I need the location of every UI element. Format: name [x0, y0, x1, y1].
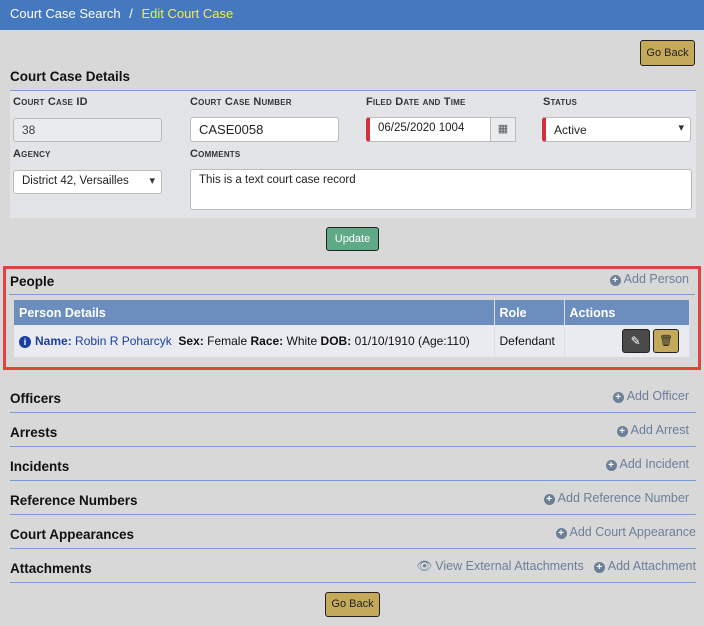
attachments-title: Attachments: [10, 561, 92, 576]
eye-icon: 👁: [416, 559, 433, 573]
column-role: Role: [494, 300, 565, 325]
add-arrests-link[interactable]: + Add Arrest: [616, 423, 689, 437]
divider: [10, 412, 696, 413]
add-arrests-label: Add Arrest: [630, 423, 689, 437]
table-header: Person Details Role Actions: [14, 300, 690, 325]
actions-cell: ✎ 🗑: [564, 325, 690, 357]
add-officers-label: Add Officer: [626, 389, 689, 403]
court-case-id-field: 38: [13, 118, 162, 142]
court-case-id-label: Court Case ID: [13, 96, 88, 108]
divider: [10, 446, 696, 447]
calendar-icon[interactable]: ▦: [490, 117, 516, 142]
plus-circle-icon: +: [593, 562, 605, 573]
column-person-details: Person Details: [14, 300, 495, 325]
comments-label: Comments: [190, 148, 241, 160]
chevron-down-icon: ▾: [678, 122, 684, 134]
add-court-appearances-label: Add Court Appearance: [569, 525, 696, 539]
status-value: Active: [554, 123, 587, 137]
court-case-number-field[interactable]: CASE0058: [190, 117, 339, 142]
breadcrumb-separator: /: [129, 6, 133, 21]
person-details-cell: i Name: Robin R Poharcyk Sex: Female Race…: [14, 325, 495, 357]
divider: [10, 548, 696, 549]
court-case-details-title: Court Case Details: [10, 69, 131, 84]
add-incidents-label: Add Incident: [619, 457, 690, 471]
chevron-down-icon: ▾: [146, 174, 155, 187]
incidents-title: Incidents: [10, 459, 70, 474]
race-label: Race:: [250, 334, 284, 348]
agency-select[interactable]: District 42, Versailles ▾: [13, 170, 162, 194]
sex-label: Sex:: [178, 334, 204, 348]
add-reference-numbers-label: Add Reference Number: [557, 491, 689, 505]
court-case-number-label: Court Case Number: [190, 96, 292, 108]
add-attachments-label: Add Attachment: [607, 559, 696, 573]
comments-textarea[interactable]: This is a text court case record: [190, 169, 692, 210]
plus-circle-icon: +: [609, 275, 621, 286]
column-actions: Actions: [564, 300, 690, 325]
info-icon[interactable]: i: [19, 336, 31, 348]
divider: [9, 294, 695, 295]
officers-title: Officers: [10, 391, 62, 406]
go-back-button-bottom[interactable]: Go Back: [325, 592, 380, 617]
add-incidents-link[interactable]: + Add Incident: [605, 457, 690, 471]
add-court-appearances-link[interactable]: + Add Court Appearance: [555, 525, 696, 539]
trash-icon[interactable]: 🗑: [653, 329, 679, 353]
agency-label: Agency: [13, 148, 51, 160]
court-appearances-title: Court Appearances: [10, 527, 135, 542]
agency-value: District 42, Versailles: [22, 175, 129, 187]
edit-icon[interactable]: ✎: [621, 329, 650, 353]
divider: [10, 582, 696, 583]
add-attachments-link[interactable]: 👁 View External Attachments + Add Attachmen…: [416, 559, 696, 574]
status-label: Status: [543, 96, 578, 108]
add-person-link[interactable]: + Add Person: [609, 272, 689, 286]
person-name-link[interactable]: Robin R Poharcyk: [75, 334, 172, 348]
plus-circle-icon: +: [605, 460, 617, 471]
breadcrumb: Court Case Search / Edit Court Case: [0, 0, 704, 30]
filed-date-field[interactable]: 06/25/2020 1004: [366, 117, 491, 142]
plus-circle-icon: +: [543, 494, 555, 505]
divider: [10, 90, 696, 91]
dob-label: DOB:: [320, 334, 352, 348]
add-reference-numbers-link[interactable]: + Add Reference Number: [543, 491, 689, 505]
breadcrumb-court-case-search[interactable]: Court Case Search: [10, 6, 121, 21]
table-row: i Name: Robin R Poharcyk Sex: Female Race…: [14, 325, 690, 357]
divider: [10, 514, 696, 515]
race-value: White: [286, 334, 318, 348]
filed-date-label: Filed Date and Time: [366, 96, 466, 108]
divider: [10, 480, 696, 481]
plus-circle-icon: +: [616, 426, 628, 437]
breadcrumb-current: Edit Court Case: [141, 6, 234, 21]
name-label: Name:: [35, 334, 72, 348]
sex-value: Female: [207, 334, 248, 348]
update-button[interactable]: Update: [326, 227, 379, 251]
plus-circle-icon: +: [555, 528, 567, 539]
dob-value: 01/10/1910 (Age:110): [354, 334, 470, 348]
people-section: [3, 266, 701, 370]
role-cell: Defendant: [494, 325, 565, 357]
people-title: People: [10, 274, 55, 289]
add-officers-link[interactable]: + Add Officer: [612, 389, 689, 403]
status-select[interactable]: Active ▾: [542, 117, 691, 142]
plus-circle-icon: +: [612, 392, 624, 403]
reference-numbers-title: Reference Numbers: [10, 493, 138, 508]
view-external-attachments-link[interactable]: 👁 View External Attachments: [416, 559, 583, 573]
go-back-button-top[interactable]: Go Back: [640, 40, 695, 66]
arrests-title: Arrests: [10, 425, 58, 440]
add-person-label: Add Person: [623, 272, 689, 286]
people-table: Person Details Role Actions i Name: Robin…: [14, 300, 690, 357]
view-external-attachments-label: View External Attachments: [435, 559, 584, 573]
